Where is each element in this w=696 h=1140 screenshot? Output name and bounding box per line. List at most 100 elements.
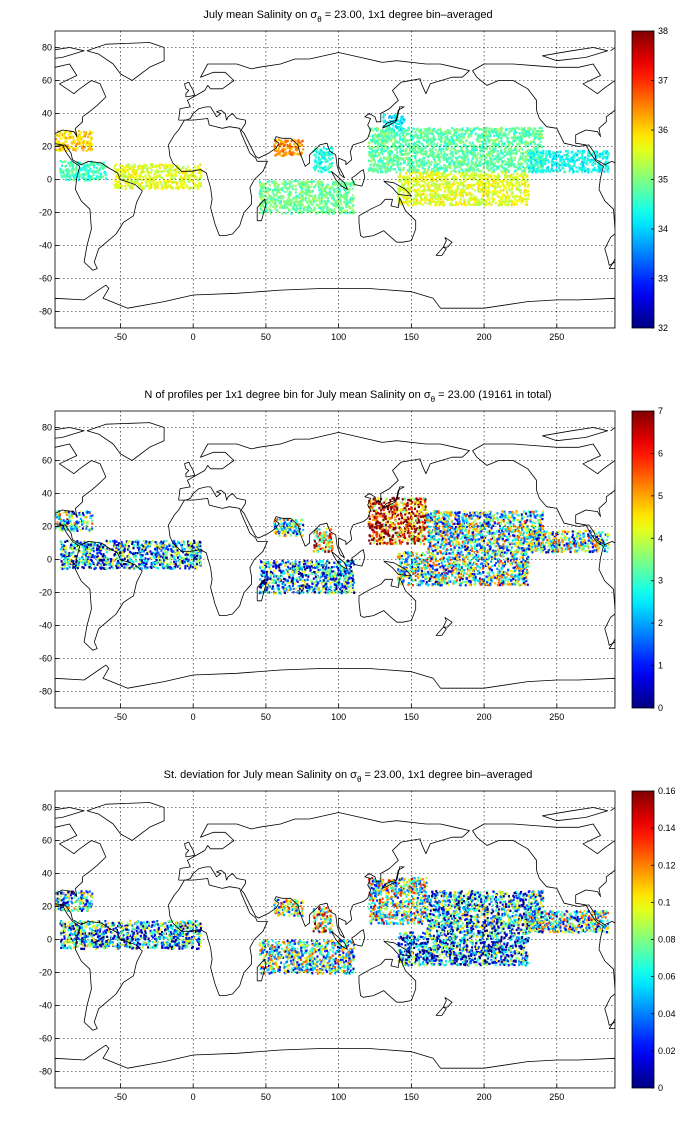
data-cell bbox=[507, 169, 510, 172]
data-cell bbox=[478, 190, 481, 194]
data-cell bbox=[163, 179, 166, 182]
data-cell bbox=[523, 190, 526, 194]
data-cell bbox=[62, 143, 65, 146]
data-cell bbox=[351, 187, 354, 191]
data-cell bbox=[374, 133, 377, 136]
data-cell bbox=[440, 135, 443, 139]
data-cell bbox=[511, 187, 514, 190]
data-cell bbox=[513, 163, 516, 166]
data-cell bbox=[409, 151, 412, 154]
data-cell bbox=[436, 142, 439, 145]
data-cell bbox=[316, 147, 319, 151]
data-cell bbox=[566, 163, 569, 166]
data-cell bbox=[420, 147, 423, 150]
data-cell bbox=[444, 156, 447, 159]
data-cell bbox=[394, 160, 397, 163]
data-cell bbox=[380, 147, 383, 150]
data-cell bbox=[482, 191, 485, 195]
data-cell bbox=[463, 173, 466, 177]
data-cell bbox=[521, 148, 524, 151]
data-cell bbox=[401, 149, 404, 153]
data-cell bbox=[389, 155, 392, 158]
data-cell bbox=[269, 198, 272, 201]
data-cell bbox=[405, 142, 408, 145]
data-cell bbox=[510, 190, 513, 194]
data-cell bbox=[404, 153, 407, 156]
data-cell bbox=[290, 148, 293, 151]
data-cell bbox=[466, 168, 469, 172]
data-cell bbox=[491, 129, 494, 132]
data-cell bbox=[495, 168, 498, 171]
data-cell bbox=[487, 165, 490, 168]
data-cell bbox=[496, 159, 499, 163]
data-cell bbox=[86, 142, 89, 145]
data-cell bbox=[285, 141, 288, 144]
data-cell bbox=[466, 145, 469, 148]
data-cell bbox=[383, 132, 386, 136]
data-cell bbox=[349, 184, 352, 188]
data-cell bbox=[495, 164, 498, 168]
data-cell bbox=[174, 173, 177, 176]
data-cell bbox=[580, 156, 583, 159]
data-cell bbox=[462, 176, 465, 179]
data-cell bbox=[483, 133, 486, 137]
data-cell bbox=[382, 119, 385, 122]
data-cell bbox=[540, 170, 543, 174]
data-cell bbox=[309, 180, 312, 184]
data-cell bbox=[513, 138, 516, 141]
data-cell bbox=[594, 162, 597, 166]
data-cell bbox=[522, 158, 525, 161]
data-cell bbox=[281, 140, 284, 144]
data-cell bbox=[510, 128, 513, 132]
data-cell bbox=[581, 157, 584, 161]
data-cell bbox=[276, 190, 279, 193]
data-cell bbox=[508, 148, 511, 151]
data-cell bbox=[502, 167, 505, 170]
data-cell bbox=[388, 132, 391, 135]
data-cell bbox=[417, 192, 420, 196]
data-cell bbox=[326, 160, 329, 163]
data-cell bbox=[183, 171, 186, 174]
data-cell bbox=[294, 184, 297, 188]
data-cell bbox=[480, 201, 483, 205]
data-cell bbox=[91, 143, 94, 147]
data-cell bbox=[332, 181, 335, 184]
data-cell bbox=[538, 135, 541, 138]
data-cell bbox=[299, 206, 302, 210]
data-cell bbox=[329, 194, 332, 197]
data-cell bbox=[518, 132, 521, 135]
data-cell bbox=[510, 136, 513, 139]
data-cell bbox=[371, 153, 374, 156]
data-cell bbox=[265, 204, 268, 207]
data-cell bbox=[137, 166, 140, 170]
data-cell bbox=[473, 183, 476, 186]
data-cell bbox=[426, 164, 429, 167]
data-cell bbox=[80, 176, 83, 179]
data-cell bbox=[388, 116, 391, 119]
data-cell bbox=[412, 136, 415, 140]
data-cell bbox=[64, 160, 67, 163]
data-cell bbox=[142, 175, 145, 179]
data-cell bbox=[401, 121, 404, 125]
data-cell bbox=[426, 132, 429, 135]
data-cell bbox=[382, 141, 385, 144]
data-cell bbox=[456, 187, 459, 191]
data-cell bbox=[431, 176, 434, 179]
data-cell bbox=[443, 132, 446, 136]
data-cell bbox=[525, 131, 528, 135]
data-cell bbox=[386, 135, 389, 138]
data-cell bbox=[457, 129, 460, 132]
data-cell bbox=[466, 164, 469, 167]
data-cell bbox=[431, 148, 434, 151]
data-cell bbox=[311, 189, 314, 193]
data-cell bbox=[398, 127, 401, 130]
data-cell bbox=[124, 187, 127, 191]
data-cell bbox=[414, 149, 417, 152]
data-cell bbox=[429, 190, 432, 193]
data-cell bbox=[136, 178, 139, 182]
data-cell bbox=[384, 144, 387, 148]
data-cell bbox=[378, 168, 381, 171]
data-cell bbox=[457, 171, 460, 175]
data-cell bbox=[506, 161, 509, 164]
data-cell bbox=[436, 196, 439, 200]
